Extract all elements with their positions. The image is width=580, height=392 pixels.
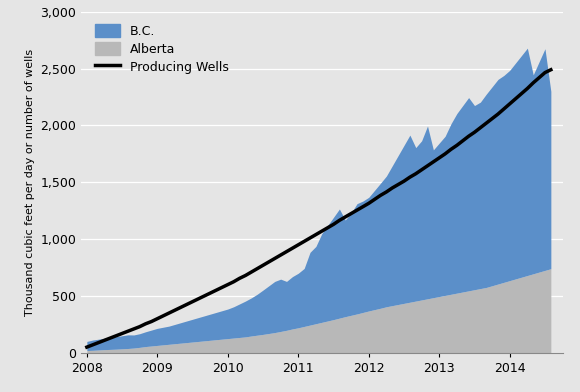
Y-axis label: Thousand cubic feet per day or number of wells: Thousand cubic feet per day or number of…	[25, 49, 35, 316]
Legend: B.C., Alberta, Producing Wells: B.C., Alberta, Producing Wells	[90, 19, 234, 78]
